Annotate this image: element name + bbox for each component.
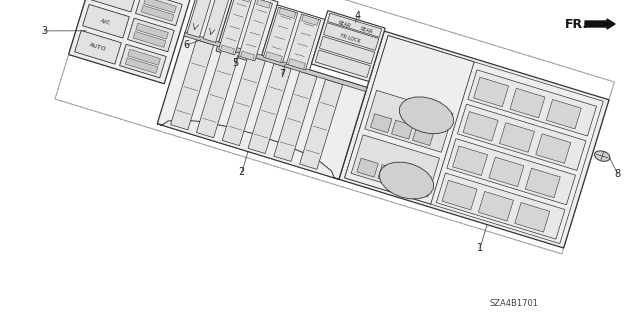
Polygon shape [312,11,385,81]
Polygon shape [339,31,609,248]
Text: FR.: FR. [565,18,588,31]
Polygon shape [468,70,596,136]
Polygon shape [236,0,250,2]
Text: 5: 5 [232,58,239,68]
Polygon shape [239,0,273,61]
Polygon shape [328,13,381,37]
Polygon shape [203,0,230,42]
Polygon shape [136,23,168,39]
Polygon shape [380,162,433,199]
Text: 4: 4 [355,11,360,21]
Polygon shape [344,35,474,204]
Polygon shape [442,180,477,210]
Polygon shape [266,52,282,62]
Polygon shape [274,71,317,161]
Polygon shape [510,88,545,118]
Polygon shape [68,0,198,84]
Polygon shape [357,158,378,177]
Polygon shape [489,157,524,187]
Polygon shape [184,0,234,45]
Polygon shape [436,173,565,239]
Polygon shape [399,97,454,134]
Polygon shape [478,191,513,221]
Polygon shape [136,0,182,26]
Polygon shape [75,31,122,64]
Polygon shape [241,51,255,60]
Polygon shape [413,127,434,145]
Text: A/C: A/C [100,17,112,25]
Polygon shape [288,59,305,69]
Polygon shape [222,56,266,146]
Text: 6: 6 [184,40,189,50]
Text: 7: 7 [279,70,285,79]
Polygon shape [463,112,498,141]
Polygon shape [378,165,399,183]
Text: 3: 3 [42,26,47,36]
Polygon shape [351,135,440,197]
Text: SZA4B1701: SZA4B1701 [490,300,539,308]
Polygon shape [547,100,581,129]
Text: FR LOCK: FR LOCK [340,33,361,44]
Polygon shape [196,48,239,138]
Polygon shape [127,18,174,52]
Polygon shape [220,45,234,54]
Polygon shape [83,4,129,38]
Polygon shape [171,40,214,130]
Polygon shape [184,32,367,92]
Polygon shape [371,114,392,133]
Polygon shape [474,77,509,107]
Text: AUTO: AUTO [89,42,107,52]
Polygon shape [536,134,571,163]
Polygon shape [300,79,343,169]
Polygon shape [319,36,374,64]
Polygon shape [157,120,339,179]
Text: 2: 2 [239,167,245,177]
Text: 8: 8 [614,169,621,179]
Polygon shape [286,14,321,70]
Polygon shape [447,138,575,205]
Polygon shape [515,203,550,232]
Polygon shape [278,8,296,19]
Polygon shape [344,35,604,244]
Polygon shape [133,32,166,47]
Polygon shape [257,0,271,8]
FancyArrow shape [585,19,615,29]
Polygon shape [157,32,367,179]
Polygon shape [301,15,319,26]
Polygon shape [595,151,610,161]
Polygon shape [399,171,420,190]
Polygon shape [125,57,158,73]
Polygon shape [392,120,413,139]
Polygon shape [187,0,213,37]
Polygon shape [248,63,291,153]
Polygon shape [218,0,252,55]
Polygon shape [458,104,586,170]
Polygon shape [452,146,488,175]
Polygon shape [128,49,161,65]
Polygon shape [120,44,166,78]
Polygon shape [216,0,278,64]
Polygon shape [264,7,298,63]
Polygon shape [144,0,177,13]
Polygon shape [91,0,138,12]
Text: REAR: REAR [360,26,374,35]
Text: 1: 1 [477,243,483,253]
Polygon shape [499,123,534,152]
Polygon shape [525,168,560,198]
Polygon shape [365,90,453,152]
Polygon shape [261,5,325,73]
Polygon shape [324,23,379,50]
Text: REAR: REAR [337,20,351,28]
Polygon shape [316,50,371,78]
Polygon shape [141,5,174,21]
